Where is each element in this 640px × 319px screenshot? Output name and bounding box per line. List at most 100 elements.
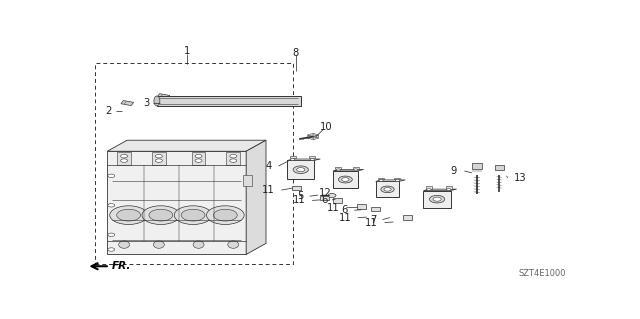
Text: 11: 11 <box>293 196 306 205</box>
Polygon shape <box>157 94 170 99</box>
Text: 11: 11 <box>262 185 275 195</box>
Bar <box>333 198 342 203</box>
Bar <box>353 167 359 169</box>
Polygon shape <box>308 135 313 138</box>
Polygon shape <box>376 180 405 182</box>
Text: 6: 6 <box>342 205 348 215</box>
Text: SZT4E1000: SZT4E1000 <box>518 269 566 278</box>
Circle shape <box>296 168 305 172</box>
Circle shape <box>447 189 451 190</box>
Ellipse shape <box>193 241 204 248</box>
Circle shape <box>354 169 358 171</box>
Text: FR.: FR. <box>112 261 132 271</box>
Polygon shape <box>424 189 457 190</box>
Polygon shape <box>313 135 319 138</box>
Circle shape <box>108 233 115 236</box>
Circle shape <box>339 176 352 183</box>
Circle shape <box>121 154 127 158</box>
Ellipse shape <box>118 241 130 248</box>
Bar <box>117 152 131 165</box>
Circle shape <box>429 195 445 203</box>
Circle shape <box>108 248 115 251</box>
Circle shape <box>149 209 173 221</box>
Bar <box>356 204 365 209</box>
Circle shape <box>142 206 180 225</box>
Bar <box>95 63 293 264</box>
Circle shape <box>181 209 205 221</box>
Circle shape <box>121 159 127 162</box>
Circle shape <box>293 166 308 174</box>
Circle shape <box>342 178 349 182</box>
Polygon shape <box>308 133 313 137</box>
Polygon shape <box>246 140 266 255</box>
Bar <box>227 152 240 165</box>
Bar <box>320 196 329 200</box>
Bar <box>371 207 380 211</box>
Circle shape <box>116 209 141 221</box>
Ellipse shape <box>228 241 239 248</box>
Circle shape <box>174 206 212 225</box>
Text: 2: 2 <box>106 106 112 116</box>
Text: 8: 8 <box>292 48 299 57</box>
Polygon shape <box>313 137 319 140</box>
Circle shape <box>291 159 294 160</box>
Circle shape <box>213 209 237 221</box>
Bar <box>495 165 504 170</box>
Ellipse shape <box>154 241 164 248</box>
Circle shape <box>110 206 147 225</box>
Bar <box>309 156 316 158</box>
Bar <box>378 178 384 180</box>
Polygon shape <box>313 133 319 137</box>
Circle shape <box>108 174 115 178</box>
Bar <box>292 186 301 190</box>
Ellipse shape <box>154 96 160 106</box>
Bar <box>446 186 452 189</box>
Text: 11: 11 <box>339 212 351 223</box>
Text: 10: 10 <box>320 122 332 132</box>
Polygon shape <box>287 159 320 160</box>
Text: 11: 11 <box>365 218 378 227</box>
Bar <box>243 174 252 186</box>
Circle shape <box>328 194 336 197</box>
Circle shape <box>337 169 340 171</box>
Bar <box>426 186 432 189</box>
Polygon shape <box>121 100 134 106</box>
Circle shape <box>195 154 202 158</box>
Circle shape <box>195 159 202 162</box>
Text: 7: 7 <box>370 215 376 225</box>
Circle shape <box>381 186 394 193</box>
Text: 1: 1 <box>184 46 190 56</box>
Circle shape <box>427 189 431 190</box>
Bar <box>424 190 451 208</box>
Text: 5: 5 <box>297 191 303 201</box>
Circle shape <box>384 188 391 191</box>
Bar <box>191 152 205 165</box>
Bar <box>289 156 296 158</box>
Text: 11: 11 <box>326 203 339 213</box>
Circle shape <box>433 197 441 201</box>
Circle shape <box>230 159 237 162</box>
Circle shape <box>207 206 244 225</box>
Polygon shape <box>157 96 301 106</box>
Text: 3: 3 <box>143 98 150 108</box>
Bar <box>376 182 399 197</box>
Text: 4: 4 <box>266 161 272 171</box>
Circle shape <box>156 159 163 162</box>
Polygon shape <box>333 169 364 171</box>
Circle shape <box>230 154 237 158</box>
Bar <box>472 163 482 169</box>
Bar <box>394 178 401 180</box>
Circle shape <box>108 204 115 207</box>
Text: 9: 9 <box>451 166 457 176</box>
Text: 12: 12 <box>319 188 332 198</box>
Circle shape <box>156 154 163 158</box>
Text: 13: 13 <box>514 173 527 183</box>
Polygon shape <box>108 140 266 151</box>
Circle shape <box>396 179 399 182</box>
Text: 6: 6 <box>322 195 328 205</box>
Bar <box>403 215 412 220</box>
Bar <box>152 152 166 165</box>
Bar <box>333 171 358 188</box>
Polygon shape <box>308 137 313 140</box>
Polygon shape <box>108 151 246 255</box>
